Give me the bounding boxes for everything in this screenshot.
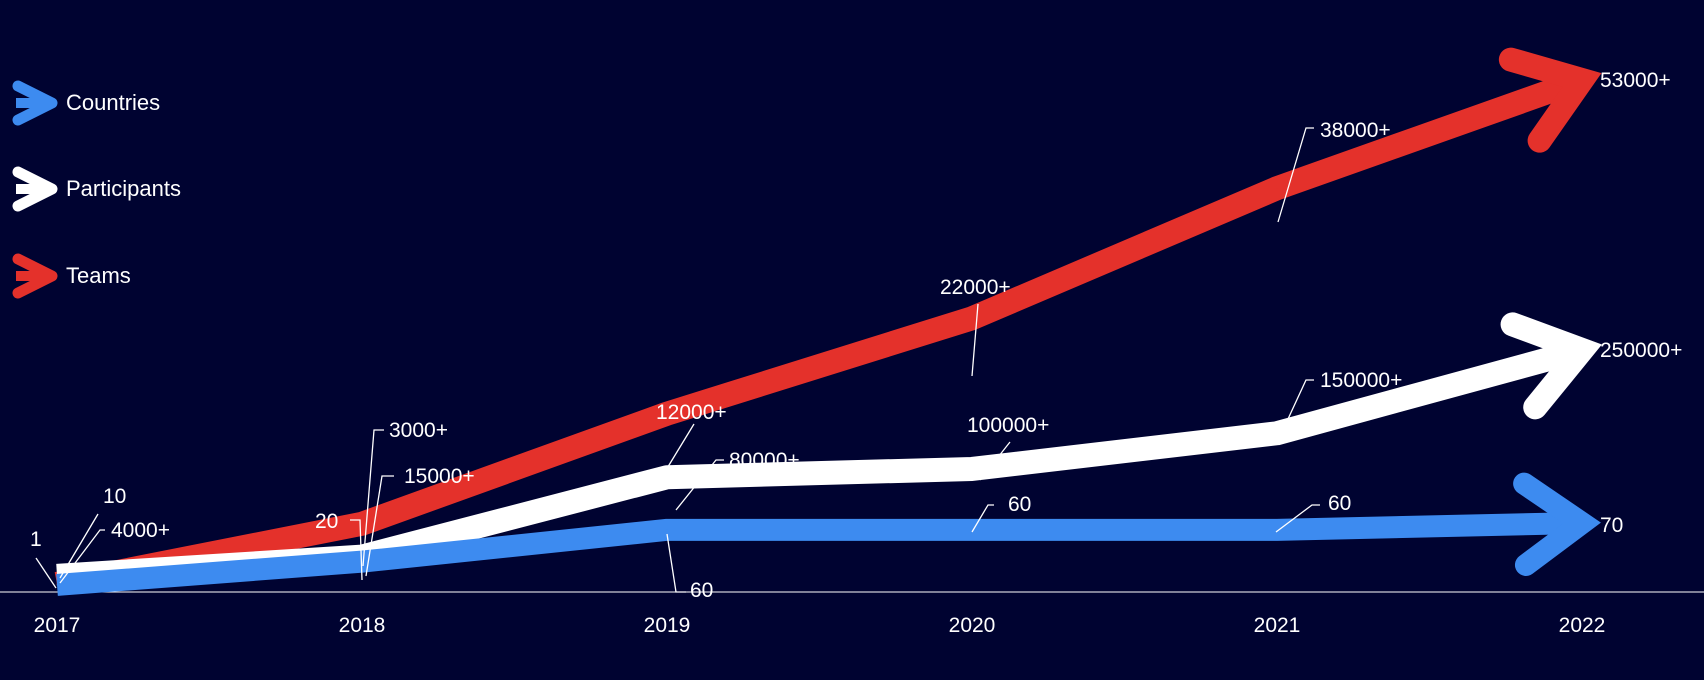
legend-item-countries: Countries <box>12 78 160 128</box>
data-label-countries-2020: 60 <box>1008 493 1031 516</box>
leader-line-participants-2020 <box>979 441 1011 481</box>
leader-line-participants-2018 <box>365 475 394 577</box>
x-axis-ticks: 2017 2018 2019 2020 2021 2022 <box>34 614 1606 637</box>
leader-line-teams-2019 <box>665 423 695 471</box>
leader-line-teams-2020 <box>971 303 979 377</box>
data-point-countries-2017 <box>56 584 58 586</box>
data-label-participants-2020: 100000+ <box>967 414 1049 437</box>
data-label-countries-2022: 70 <box>1600 514 1623 537</box>
leader-layer <box>35 127 1320 593</box>
leader-line-countries-2021 <box>1275 504 1320 533</box>
data-label-participants-2018: 15000+ <box>404 465 475 488</box>
leader-line-countries-2020 <box>971 504 994 533</box>
data-label-teams-2022: 53000+ <box>1600 69 1671 92</box>
data-point-teams-2018 <box>361 523 363 525</box>
data-point-countries-2019 <box>666 529 668 531</box>
legend-label-countries: Countries <box>66 90 161 115</box>
leader-line-teams-2021 <box>1277 127 1314 223</box>
data-point-participants-2019 <box>666 476 668 478</box>
data-point-participants-2020 <box>971 468 973 470</box>
data-point-countries-2020 <box>971 529 973 531</box>
leader-line-teams-2017 <box>59 513 99 579</box>
data-label-teams-2017: 10 <box>103 485 126 508</box>
data-label-countries-2021: 60 <box>1328 492 1351 515</box>
data-label-participants-2021: 150000+ <box>1320 369 1402 392</box>
data-label-countries-2017: 1 <box>30 528 42 551</box>
x-tick-label-2018: 2018 <box>339 614 386 637</box>
legend-item-participants: Participants <box>12 164 181 214</box>
leader-line-participants-2019 <box>675 459 724 511</box>
leader-line-teams-2018 <box>362 429 384 567</box>
data-label-participants-2019: 80000+ <box>729 449 800 472</box>
data-point-countries-2021 <box>1276 529 1278 531</box>
data-point-teams-2022 <box>1581 79 1583 81</box>
red-arrow-icon <box>12 253 58 299</box>
data-label-teams-2019: 12000+ <box>656 401 727 424</box>
data-label-participants-2017: 4000+ <box>111 519 170 542</box>
x-tick-label-2021: 2021 <box>1254 614 1301 637</box>
legend-label-teams: Teams <box>66 263 131 288</box>
series-line-countries <box>56 512 1583 596</box>
data-point-participants-2021 <box>1276 432 1278 434</box>
leader-line-participants-2017 <box>59 529 105 584</box>
data-point-participants-2022 <box>1581 349 1583 351</box>
x-tick-label-2022: 2022 <box>1559 614 1606 637</box>
data-label-teams-2021: 38000+ <box>1320 119 1391 142</box>
data-point-teams-2021 <box>1276 187 1278 189</box>
legend-label-participants: Participants <box>66 176 181 201</box>
leader-line-countries-2017 <box>35 557 57 589</box>
data-label-teams-2018: 3000+ <box>389 419 448 442</box>
data-point-teams-2019 <box>666 413 668 415</box>
data-point-countries-2022 <box>1581 522 1583 524</box>
white-arrow-icon <box>12 166 58 212</box>
leader-line-countries-2019 <box>666 533 686 593</box>
data-point-teams-2020 <box>971 317 973 319</box>
x-tick-label-2019: 2019 <box>644 614 691 637</box>
label-layer: 10 3000+ 12000+ 22000+ 38000+ 53000+ 4000+ 1500… <box>30 69 1682 602</box>
series-layer <box>54 47 1602 596</box>
legend-item-teams: Teams <box>12 251 131 301</box>
series-line-teams <box>54 68 1587 596</box>
x-tick-label-2017: 2017 <box>34 614 81 637</box>
data-label-participants-2022: 250000+ <box>1600 339 1682 362</box>
leader-line-participants-2021 <box>1281 379 1314 433</box>
data-label-countries-2018: 20 <box>315 510 338 533</box>
leader-line-countries-2018 <box>350 519 363 581</box>
blue-arrow-icon <box>12 80 58 126</box>
x-tick-label-2020: 2020 <box>949 614 996 637</box>
data-label-countries-2019: 60 <box>690 579 713 602</box>
data-label-teams-2020: 22000+ <box>940 276 1011 299</box>
